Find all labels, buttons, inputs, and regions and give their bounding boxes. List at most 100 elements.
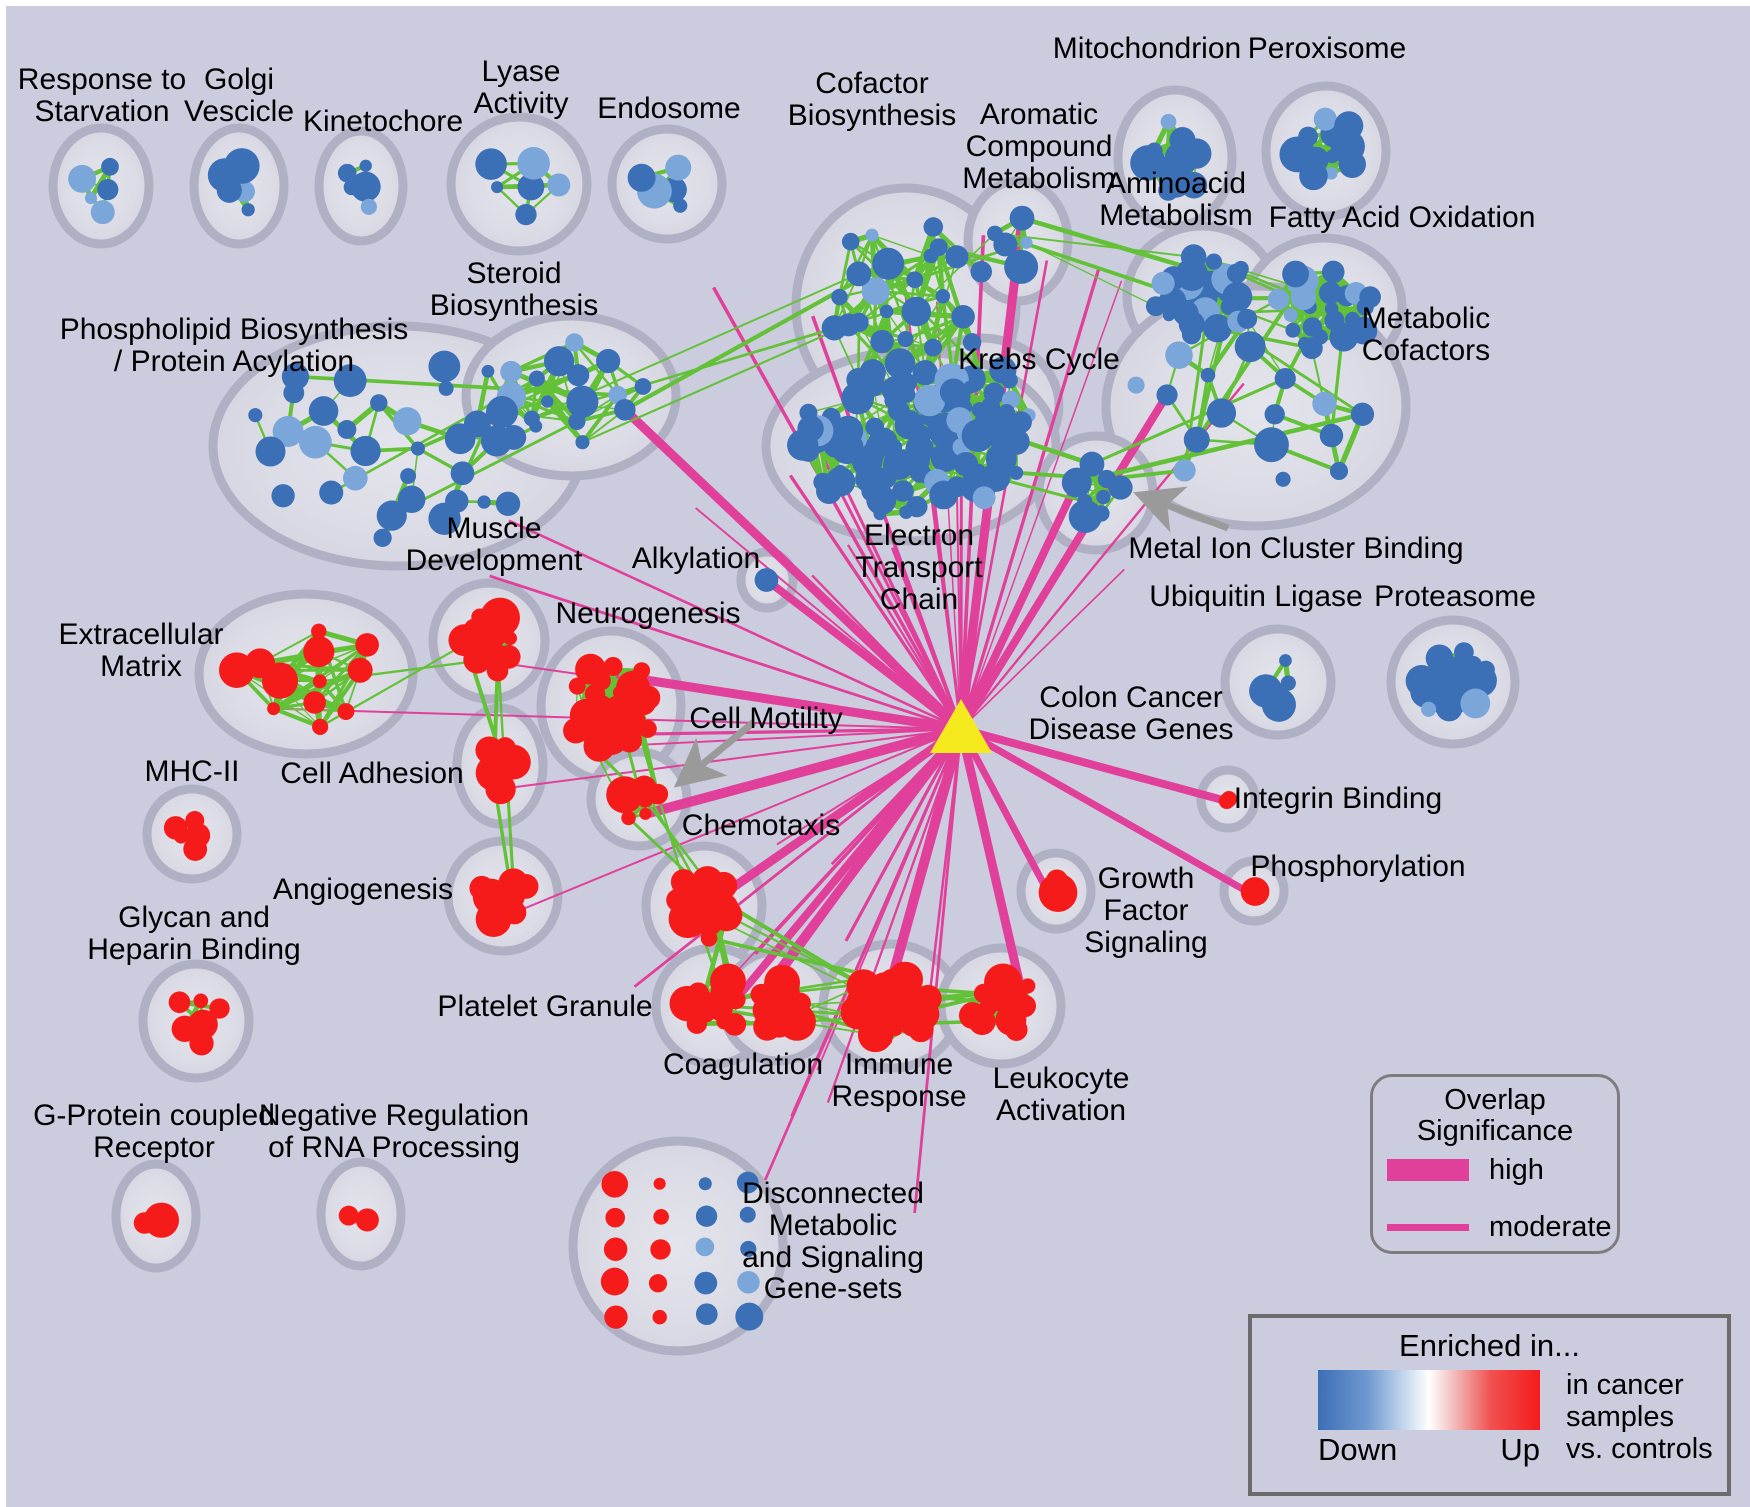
gene-set-node — [267, 702, 281, 716]
gene-set-node — [989, 356, 1017, 384]
gene-set-node — [891, 961, 913, 983]
gene-set-node — [998, 404, 1015, 421]
gene-set-node — [673, 198, 688, 213]
gene-set-node — [1280, 675, 1296, 691]
gene-set-node — [872, 247, 905, 280]
gene-set-node — [1405, 665, 1438, 697]
gene-set-node — [1318, 281, 1342, 305]
gene-set-node — [865, 228, 879, 242]
gene-set-node — [501, 425, 527, 450]
gene-set-node — [1158, 180, 1179, 201]
hub-edge-high — [959, 725, 1252, 897]
gene-set-node — [360, 198, 377, 215]
gene-set-node — [566, 385, 599, 418]
colorbar-high-label: Up — [1500, 1432, 1540, 1467]
gene-set-node — [1222, 281, 1253, 312]
gene-set-node — [1009, 205, 1035, 231]
gene-set-node — [665, 154, 692, 181]
gene-set-node — [605, 1207, 626, 1228]
gene-set-node — [710, 899, 743, 932]
gene-set-node — [68, 164, 97, 193]
gene-set-node — [1005, 1018, 1028, 1041]
hub-edge-moderate — [959, 260, 1049, 730]
gene-set-node — [475, 901, 512, 938]
high-significance-label: high — [1489, 1153, 1544, 1186]
gene-set-node — [438, 380, 454, 396]
gene-set-node — [865, 417, 885, 437]
gene-set-node — [543, 346, 575, 377]
hub-edge-moderate — [753, 529, 963, 731]
gene-set-node — [1181, 325, 1202, 345]
gene-set-node — [698, 1177, 712, 1191]
gene-set-node — [1279, 136, 1316, 173]
gene-set-node — [951, 304, 975, 329]
gene-set-node — [1300, 337, 1323, 360]
gene-set-node — [90, 200, 115, 225]
gene-set-node — [1183, 426, 1210, 453]
gene-set-node — [709, 871, 738, 900]
gene-set-node — [428, 502, 461, 536]
gene-set-node — [1206, 398, 1237, 428]
gene-set-node — [670, 869, 697, 895]
gene-set-node — [1275, 471, 1291, 487]
gene-set-node — [831, 288, 848, 306]
hub-edge-moderate — [960, 568, 1125, 730]
gene-set-node — [987, 225, 1003, 242]
gene-set-node — [1130, 145, 1166, 181]
gene-set-node — [1425, 644, 1454, 673]
gene-set-node — [1338, 150, 1366, 179]
gene-set-node — [897, 331, 914, 348]
overlap-legend-moderate-row: moderate — [1373, 1211, 1617, 1244]
gene-set-node — [355, 1208, 379, 1232]
gene-set-node — [1282, 260, 1309, 288]
gene-set-node — [400, 468, 417, 484]
gene-set-node — [1324, 166, 1338, 180]
gene-set-node — [1313, 107, 1337, 131]
gene-set-node — [209, 998, 230, 1019]
cluster-ellipse — [568, 1136, 788, 1356]
gene-set-node — [1322, 260, 1345, 284]
gene-set-node — [1233, 260, 1249, 277]
gene-set-node — [846, 969, 881, 1003]
gene-set-node — [513, 873, 539, 899]
gene-set-node — [185, 811, 205, 831]
inter-cluster-edge — [582, 323, 849, 444]
gene-set-node — [1421, 701, 1437, 717]
gene-set-node — [481, 364, 495, 378]
annotation-arrow-layer — [673, 486, 1230, 788]
gene-set-node — [347, 657, 373, 683]
gene-set-node — [312, 674, 327, 689]
inter-cluster-edge — [623, 261, 890, 412]
overlap-significance-legend: Overlap Significance high moderate — [1370, 1074, 1620, 1254]
gene-set-node — [603, 1237, 628, 1261]
hub-node-layer — [930, 699, 992, 753]
overlap-legend-high-row: high — [1373, 1154, 1617, 1187]
gene-set-node — [1279, 654, 1292, 667]
gene-set-node — [248, 408, 263, 423]
inter-cluster-edge — [881, 232, 996, 343]
arrow-to-cell-motility — [673, 719, 757, 788]
gene-set-node — [604, 1305, 628, 1329]
moderate-significance-label: moderate — [1489, 1210, 1612, 1243]
gene-set-node — [650, 1239, 671, 1260]
hub-edge-moderate — [890, 547, 963, 730]
gene-set-node — [1234, 331, 1266, 363]
gene-set-node — [799, 403, 818, 422]
gene-set-node — [984, 963, 1023, 1002]
enriched-legend-note: in cancer samples vs. controls — [1566, 1369, 1713, 1465]
overlap-edge — [272, 706, 321, 729]
gene-set-node — [491, 181, 504, 194]
gene-set-node — [633, 662, 651, 679]
gene-set-node — [311, 623, 327, 639]
gene-set-node — [1476, 660, 1495, 679]
gene-set-node — [1181, 138, 1212, 169]
gene-set-node — [1108, 475, 1133, 500]
gene-set-node — [1068, 499, 1102, 533]
gene-set-node — [183, 837, 208, 861]
hub-edge-moderate — [756, 728, 962, 1011]
gene-set-node — [737, 1271, 760, 1294]
overlap-legend-title: Overlap Significance — [1416, 1084, 1574, 1148]
gene-set-node — [523, 410, 540, 427]
gene-set-node — [312, 718, 329, 735]
gene-set-node — [971, 402, 988, 418]
